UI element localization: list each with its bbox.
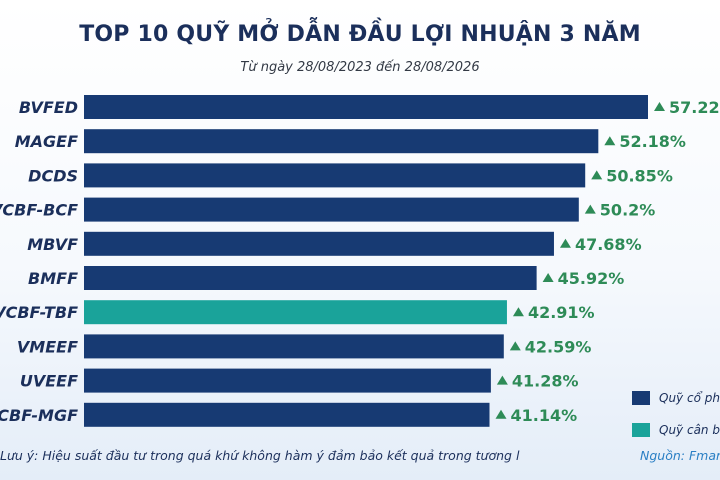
value-label: 42.59% — [525, 337, 592, 356]
up-arrow-icon — [559, 238, 571, 248]
category-label: DCDS — [28, 166, 78, 185]
bar-vmeef — [84, 334, 504, 359]
bar-vcbf-tbf — [84, 300, 507, 325]
value-label: 41.14% — [511, 406, 578, 425]
up-arrow-icon — [591, 170, 603, 180]
value-label: 57.22% — [669, 98, 720, 117]
up-arrow-icon — [604, 136, 616, 146]
category-label: BMFF — [28, 269, 78, 288]
category-label: MAGEF — [15, 132, 78, 151]
value-label: 41.28% — [512, 372, 579, 391]
legend-item-balanced: Quỹ cân bằng — [632, 420, 720, 440]
up-arrow-icon — [584, 204, 596, 214]
category-label: BVFED — [19, 98, 78, 117]
category-label: VCBF-BCF — [0, 201, 78, 220]
value-label: 50.2% — [600, 201, 656, 220]
value-label: 42.91% — [528, 303, 595, 322]
legend-label-equity: Quỹ cổ phiếu — [659, 391, 720, 405]
source-credit: Nguồn: Fmarket — [640, 448, 720, 463]
up-arrow-icon — [654, 102, 665, 111]
bar-bmff — [84, 266, 537, 290]
up-arrow-icon — [509, 341, 521, 351]
bar-vcbf-mgf — [84, 402, 490, 427]
chart-subtitle: Từ ngày 28/08/2023 đến 28/08/2026 — [240, 60, 480, 75]
legend-swatch-equity — [632, 391, 650, 405]
bar-magef — [84, 129, 599, 154]
up-arrow-icon — [512, 307, 524, 317]
disclaimer-footnote: Lưu ý: Hiệu suất đầu tư trong quá khứ kh… — [0, 448, 520, 463]
legend-swatch-balanced — [632, 423, 650, 437]
up-arrow-icon — [542, 273, 554, 282]
legend-item-equity: Quỹ cổ phiếu — [632, 388, 720, 408]
value-label: 50.85% — [606, 166, 673, 185]
bar-vcbf-bcf — [84, 197, 579, 222]
category-label: VCBF-TBF — [0, 303, 78, 322]
category-label: VCBF-MGF — [0, 406, 78, 425]
value-label: 45.92% — [558, 269, 625, 288]
chart-title: TOP 10 QUỸ MỞ DẪN ĐẦU LỢI NHUẬN 3 NĂM — [79, 22, 641, 47]
bar-mbvf — [84, 231, 554, 256]
bar-dcds — [84, 163, 586, 188]
chart-legend: Quỹ cổ phiếu Quỹ cân bằng — [632, 388, 720, 452]
up-arrow-icon — [495, 409, 507, 419]
legend-label-balanced: Quỹ cân bằng — [659, 423, 720, 437]
category-label: UVEEF — [20, 372, 78, 391]
value-label: 47.68% — [575, 235, 642, 254]
up-arrow-icon — [496, 375, 508, 385]
category-label: VMEEF — [17, 337, 78, 356]
bar-bvfed — [84, 95, 648, 119]
category-label: MBVF — [27, 235, 78, 254]
value-label: 52.18% — [619, 132, 686, 151]
bar-uveef — [84, 368, 491, 393]
